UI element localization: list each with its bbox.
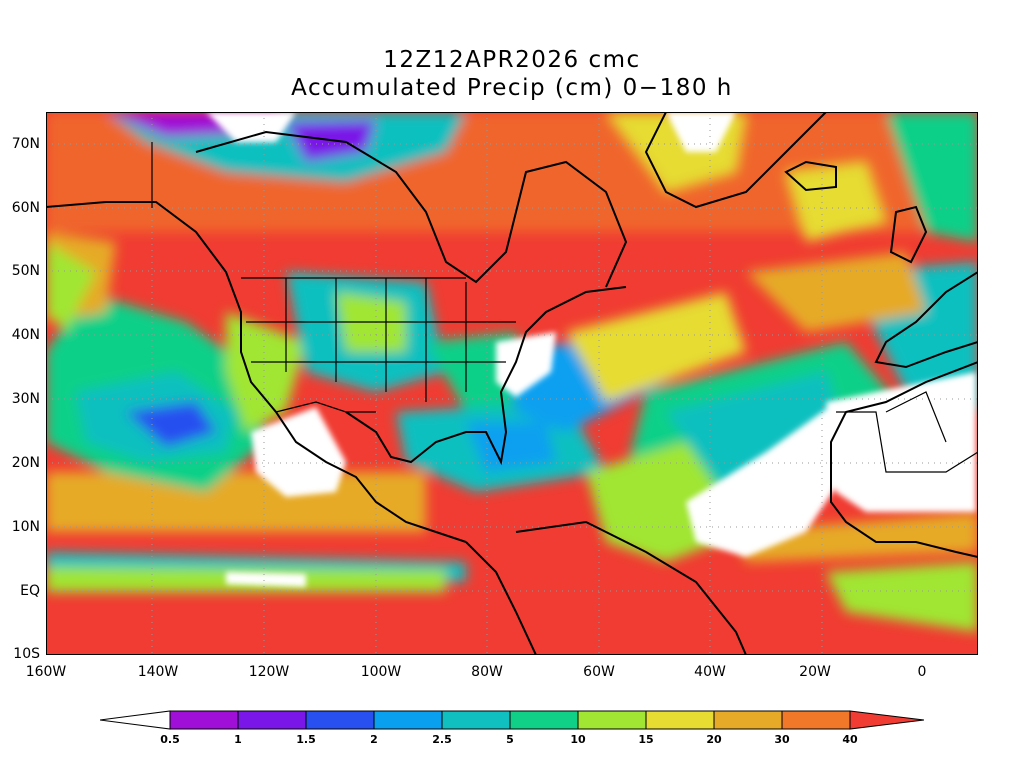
- colorbar-label: 30: [774, 733, 790, 746]
- colorbar-segment-10: [781, 710, 851, 730]
- colorbar-label: 1: [234, 733, 242, 746]
- colorbar-segment-4: [373, 710, 443, 730]
- lon-label-60w: 60W: [583, 664, 615, 680]
- colorbar-label: 5: [506, 733, 514, 746]
- colorbar-segment-6: [509, 710, 579, 730]
- colorbar-segment-5: [441, 710, 511, 730]
- lat-label-20n: 20N: [11, 455, 40, 471]
- lat-label-eq: EQ: [20, 583, 40, 599]
- colorbar-label: 10: [570, 733, 586, 746]
- lat-label-50n: 50N: [11, 263, 40, 279]
- colorbar-segment-11: [849, 710, 924, 730]
- colorbar-segment-7: [577, 710, 647, 730]
- colorbar-segment-2: [237, 710, 307, 730]
- colorbar-label: 2: [370, 733, 378, 746]
- colorbar-label: 40: [842, 733, 858, 746]
- lon-label-160w: 160W: [25, 664, 67, 680]
- lat-label-70n: 70N: [11, 136, 40, 152]
- lon-label-120w: 120W: [248, 664, 290, 680]
- colorbar-segment-0: [100, 710, 171, 730]
- lon-label-100w: 100W: [360, 664, 402, 680]
- lat-label-10n: 10N: [11, 519, 40, 535]
- map-subtitle: Accumulated Precip (cm) 0−180 h: [291, 75, 733, 101]
- colorbar-label: 0.5: [160, 733, 180, 746]
- colorbar-label: 20: [706, 733, 722, 746]
- lat-label-10s: 10S: [13, 646, 40, 662]
- coastlines: [46, 112, 978, 655]
- precip-map: [46, 112, 978, 655]
- colorbar-label: 15: [638, 733, 654, 746]
- lon-label-20w: 20W: [799, 664, 831, 680]
- map-title: 12Z12APR2026 cmc: [383, 47, 641, 73]
- lon-label-0: 0: [917, 664, 927, 680]
- lat-label-40n: 40N: [11, 327, 40, 343]
- lat-label-60n: 60N: [11, 200, 40, 216]
- colorbar-segment-1: [169, 710, 239, 730]
- boundaries: [151, 142, 978, 473]
- lon-label-40w: 40W: [694, 664, 726, 680]
- colorbar-label: 2.5: [432, 733, 452, 746]
- colorbar: [100, 710, 924, 730]
- lat-label-30n: 30N: [11, 391, 40, 407]
- colorbar-label: 1.5: [296, 733, 316, 746]
- colorbar-segment-8: [645, 710, 715, 730]
- colorbar-segment-9: [713, 710, 783, 730]
- colorbar-segment-3: [305, 710, 375, 730]
- lon-label-140w: 140W: [137, 664, 179, 680]
- lon-label-80w: 80W: [471, 664, 503, 680]
